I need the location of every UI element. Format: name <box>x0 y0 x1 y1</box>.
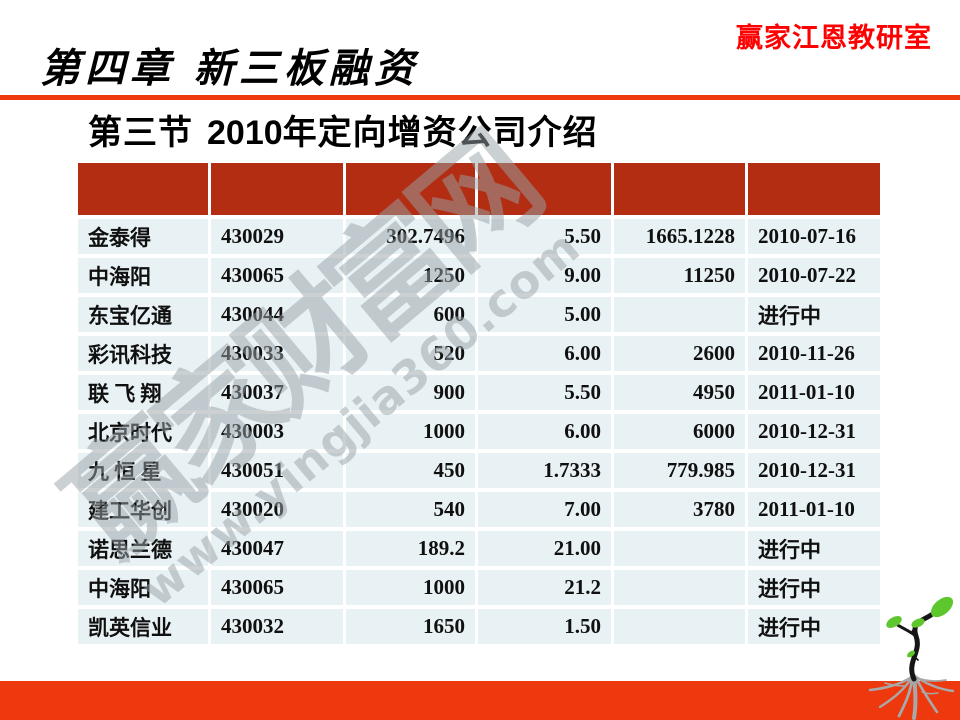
table-cell: 2010-11-26 <box>748 336 880 371</box>
table-cell: 600 <box>346 297 475 332</box>
table-cell <box>614 570 745 605</box>
footer-bar <box>0 681 960 720</box>
table-cell: 5.50 <box>478 375 611 410</box>
table-cell <box>614 531 745 566</box>
table-cell: 430044 <box>211 297 343 332</box>
table-cell: 430029 <box>211 219 343 254</box>
table-cell: 520 <box>346 336 475 371</box>
table-row: 凯英信业 430032 1650 1.50 进行中 <box>78 609 880 644</box>
chapter-title: 第四章 新三板融资 <box>40 45 419 92</box>
table-cell: 1.50 <box>478 609 611 644</box>
table-cell: 900 <box>346 375 475 410</box>
table-row: 中海阳 430065 1250 9.00 11250 2010-07-22 <box>78 258 880 293</box>
sapling-tree-graphic <box>868 596 955 720</box>
table-cell: 1.7333 <box>478 453 611 488</box>
table-cell: 2600 <box>614 336 745 371</box>
table-header-cell <box>748 163 880 215</box>
table-cell: 1650 <box>346 609 475 644</box>
table-cell: 430033 <box>211 336 343 371</box>
table-cell: 进行中 <box>748 531 880 566</box>
table-cell: 430051 <box>211 453 343 488</box>
table-cell: 779.985 <box>614 453 745 488</box>
table-cell: 1000 <box>346 570 475 605</box>
table-cell: 6.00 <box>478 336 611 371</box>
table-cell: 2010-07-22 <box>748 258 880 293</box>
table-header-cell <box>478 163 611 215</box>
table-cell: 6000 <box>614 414 745 449</box>
table-cell: 430003 <box>211 414 343 449</box>
table-cell: 11250 <box>614 258 745 293</box>
table-cell <box>614 297 745 332</box>
table-cell: 中海阳 <box>78 258 208 293</box>
table-cell: 2010-07-16 <box>748 219 880 254</box>
table-cell: 进行中 <box>748 570 880 605</box>
table-head <box>78 163 880 215</box>
table-cell: 北京时代 <box>78 414 208 449</box>
section-title: 第三节 2010年定向增资公司介绍 <box>88 105 598 154</box>
table-cell: 430047 <box>211 531 343 566</box>
table-cell: 450 <box>346 453 475 488</box>
table-cell: 东宝亿通 <box>78 297 208 332</box>
table-cell: 430065 <box>211 570 343 605</box>
table-cell: 金泰得 <box>78 219 208 254</box>
table-cell: 九 恒 星 <box>78 453 208 488</box>
table-row: 中海阳 430065 1000 21.2 进行中 <box>78 570 880 605</box>
table-cell: 联 飞 翔 <box>78 375 208 410</box>
section-title-suffix: 年定向增资公司介绍 <box>282 114 598 152</box>
table-header-cell <box>614 163 745 215</box>
table-cell: 2010-12-31 <box>748 414 880 449</box>
table-cell: 540 <box>346 492 475 527</box>
brand-label: 赢家江恩教研室 <box>736 23 932 53</box>
table-cell: 1665.1228 <box>614 219 745 254</box>
table-header-cell <box>78 163 208 215</box>
table-cell: 建工华创 <box>78 492 208 527</box>
company-table: 金泰得 430029 302.7496 5.50 1665.1228 2010-07-16… <box>75 159 883 648</box>
table-cell: 5.00 <box>478 297 611 332</box>
tree-leaves <box>886 596 954 658</box>
table-cell: 1250 <box>346 258 475 293</box>
table-cell: 凯英信业 <box>78 609 208 644</box>
table-row: 金泰得 430029 302.7496 5.50 1665.1228 2010-07-16 <box>78 219 880 254</box>
table-cell: 1000 <box>346 414 475 449</box>
table-cell: 9.00 <box>478 258 611 293</box>
table-row: 建工华创 430020 540 7.00 3780 2011-01-10 <box>78 492 880 527</box>
table-cell: 21.2 <box>478 570 611 605</box>
table-cell: 诺思兰德 <box>78 531 208 566</box>
table-cell <box>614 609 745 644</box>
tree-roots <box>868 674 955 720</box>
table-row: 九 恒 星 430051 450 1.7333 779.985 2010-12-31 <box>78 453 880 488</box>
table-cell: 进行中 <box>748 609 880 644</box>
table-header-cell <box>346 163 475 215</box>
table-cell: 430065 <box>211 258 343 293</box>
table-cell: 2010-12-31 <box>748 453 880 488</box>
table-cell: 189.2 <box>346 531 475 566</box>
table-cell: 302.7496 <box>346 219 475 254</box>
table-body: 金泰得 430029 302.7496 5.50 1665.1228 2010-07-16… <box>78 219 880 644</box>
table-cell: 进行中 <box>748 297 880 332</box>
table-cell: 6.00 <box>478 414 611 449</box>
title-divider <box>0 95 960 100</box>
table-header-row <box>78 163 880 215</box>
table-cell: 2011-01-10 <box>748 375 880 410</box>
section-title-prefix: 第三节 <box>88 114 193 152</box>
table-header-cell <box>211 163 343 215</box>
table-cell: 2011-01-10 <box>748 492 880 527</box>
table-cell: 5.50 <box>478 219 611 254</box>
table-row: 东宝亿通 430044 600 5.00 进行中 <box>78 297 880 332</box>
table-cell: 4950 <box>614 375 745 410</box>
table-cell: 彩讯科技 <box>78 336 208 371</box>
table-row: 联 飞 翔 430037 900 5.50 4950 2011-01-10 <box>78 375 880 410</box>
table-row: 彩讯科技 430033 520 6.00 2600 2010-11-26 <box>78 336 880 371</box>
table-cell: 3780 <box>614 492 745 527</box>
table-cell: 430037 <box>211 375 343 410</box>
table-cell: 7.00 <box>478 492 611 527</box>
table-row: 北京时代 430003 1000 6.00 6000 2010-12-31 <box>78 414 880 449</box>
table-cell: 21.00 <box>478 531 611 566</box>
table-cell: 430032 <box>211 609 343 644</box>
table-row: 诺思兰德 430047 189.2 21.00 进行中 <box>78 531 880 566</box>
table-cell: 中海阳 <box>78 570 208 605</box>
table-cell: 430020 <box>211 492 343 527</box>
section-title-year: 2010 <box>207 114 283 152</box>
